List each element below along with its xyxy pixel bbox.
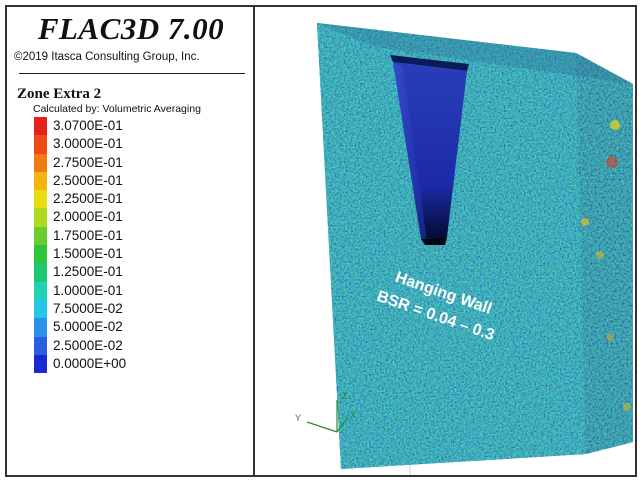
legend-value: 2.2500E-01 <box>53 191 123 207</box>
legend-value: 1.7500E-01 <box>53 227 123 243</box>
legend-panel: FLAC3D 7.00 ©2019 Itasca Consulting Grou… <box>7 7 255 475</box>
legend-value: 2.5000E-01 <box>53 172 123 188</box>
app-title: FLAC3D 7.00 <box>37 11 225 46</box>
legend-value: 2.7500E-01 <box>53 154 123 170</box>
model-viewport[interactable]: Z Y X Hanging Wall BSR = 0.04 – 0.3 <box>255 7 635 475</box>
title-divider <box>19 73 245 74</box>
plot-frame: FLAC3D 7.00 ©2019 Itasca Consulting Grou… <box>5 5 637 477</box>
legend-value: 3.0000E-01 <box>53 136 123 152</box>
axis-x-label: X <box>350 410 356 420</box>
model-render: Z Y X Hanging Wall BSR = 0.04 – 0.3 <box>295 23 633 475</box>
legend-swatch <box>34 263 47 282</box>
legend-calculation-note: Calculated by: Volumetric Averaging <box>33 103 201 115</box>
legend-quantity: Zone Extra 2 <box>17 86 102 102</box>
legend-swatch <box>34 153 47 172</box>
legend-value: 3.0700E-01 <box>53 118 123 133</box>
legend-swatch <box>34 281 47 300</box>
legend-swatch <box>34 354 47 374</box>
legend-value: 7.5000E-02 <box>53 300 123 316</box>
legend-value: 2.5000E-02 <box>53 337 123 353</box>
legend-swatch <box>34 318 47 337</box>
legend-value: 1.0000E-01 <box>53 282 123 298</box>
high-value-spots <box>581 120 631 411</box>
legend-value: 2.0000E-01 <box>53 209 123 225</box>
legend-value: 5.0000E-02 <box>53 319 123 335</box>
legend-value: 0.0000E+00 <box>53 355 127 371</box>
stope-opening <box>390 55 469 245</box>
legend-value: 1.2500E-01 <box>53 264 123 280</box>
legend-swatch <box>34 135 47 154</box>
legend-swatch <box>34 117 47 136</box>
block-top-edge <box>317 23 633 84</box>
legend-swatch <box>34 190 47 209</box>
copyright-notice: ©2019 Itasca Consulting Group, Inc. <box>14 51 200 63</box>
legend-swatch <box>34 208 47 227</box>
legend-value: 1.5000E-01 <box>53 246 123 262</box>
legend-swatch <box>34 336 47 355</box>
legend-swatch <box>34 226 47 246</box>
legend-swatch <box>34 299 47 319</box>
axis-z-label: Z <box>342 391 348 401</box>
legend-swatch <box>34 171 47 191</box>
legend-swatch <box>34 245 47 264</box>
axis-y-label: Y <box>295 413 301 423</box>
axes-triad: Z Y X <box>295 391 356 433</box>
